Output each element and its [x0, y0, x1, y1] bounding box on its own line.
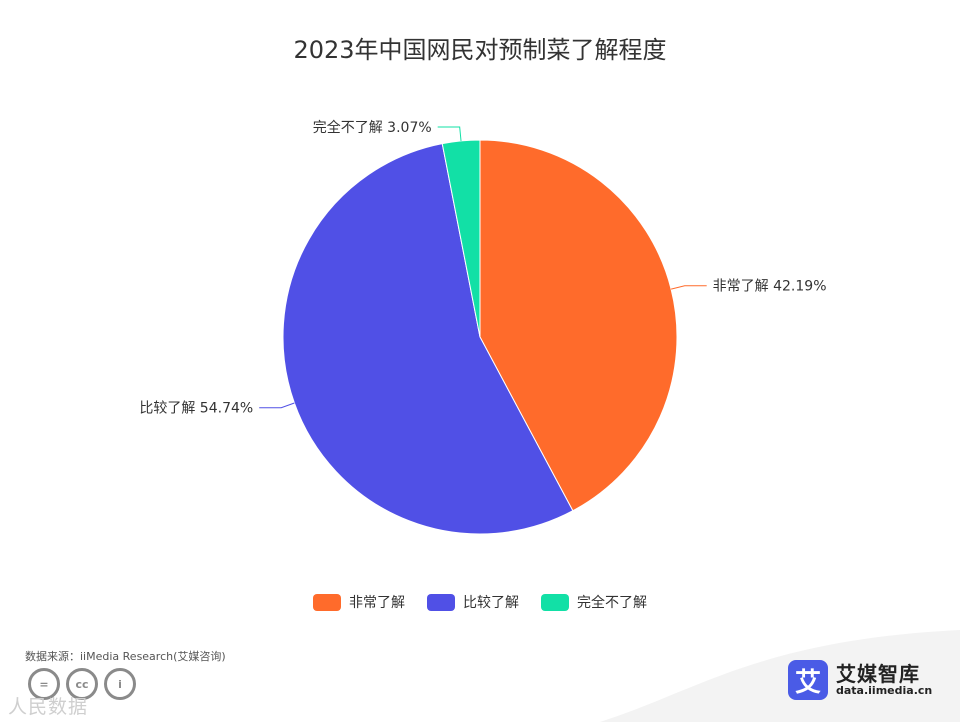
leader-line-very	[670, 285, 707, 290]
brand-logo-icon: 艾	[788, 660, 828, 700]
legend-label-very: 非常了解	[349, 595, 405, 611]
brand-url: data.iimedia.cn	[836, 683, 933, 697]
data-label-fairly: 比较了解 54.74%	[139, 401, 253, 417]
leader-line-none	[437, 126, 462, 141]
brand-block[interactable]: 艾 艾媒智库 data.iimedia.cn	[788, 660, 932, 700]
brand-name: 艾媒智库	[836, 661, 920, 686]
legend-swatch-fairly	[427, 593, 455, 611]
pie-slice-very[interactable]	[479, 139, 678, 512]
legend-item-very[interactable]: 非常了解	[313, 592, 405, 612]
legend: 非常了解 比较了解 完全不了解	[0, 592, 960, 612]
legend-label-fairly: 比较了解	[463, 595, 519, 611]
legend-swatch-none	[541, 593, 569, 611]
legend-item-none[interactable]: 完全不了解	[541, 592, 647, 612]
legend-label-none: 完全不了解	[577, 595, 647, 611]
cc-icon: cc	[66, 668, 98, 700]
cc-by-icon: i	[104, 668, 136, 700]
pie-slice-none[interactable]	[441, 139, 481, 338]
cc-license-icons: = cc i	[28, 668, 136, 700]
watermark: 人民数据	[8, 696, 89, 718]
leader-line-fairly	[259, 402, 295, 409]
legend-swatch-very	[313, 593, 341, 611]
data-label-very: 非常了解 42.19%	[713, 279, 827, 295]
chart-title: 2023年中国网民对预制菜了解程度	[293, 36, 667, 64]
cc-nd-icon: =	[28, 668, 60, 700]
legend-item-fairly[interactable]: 比较了解	[427, 592, 519, 612]
data-label-none: 完全不了解 3.07%	[313, 119, 432, 136]
data-source: 数据来源：iiMedia Research(艾媒咨询)	[25, 650, 226, 663]
